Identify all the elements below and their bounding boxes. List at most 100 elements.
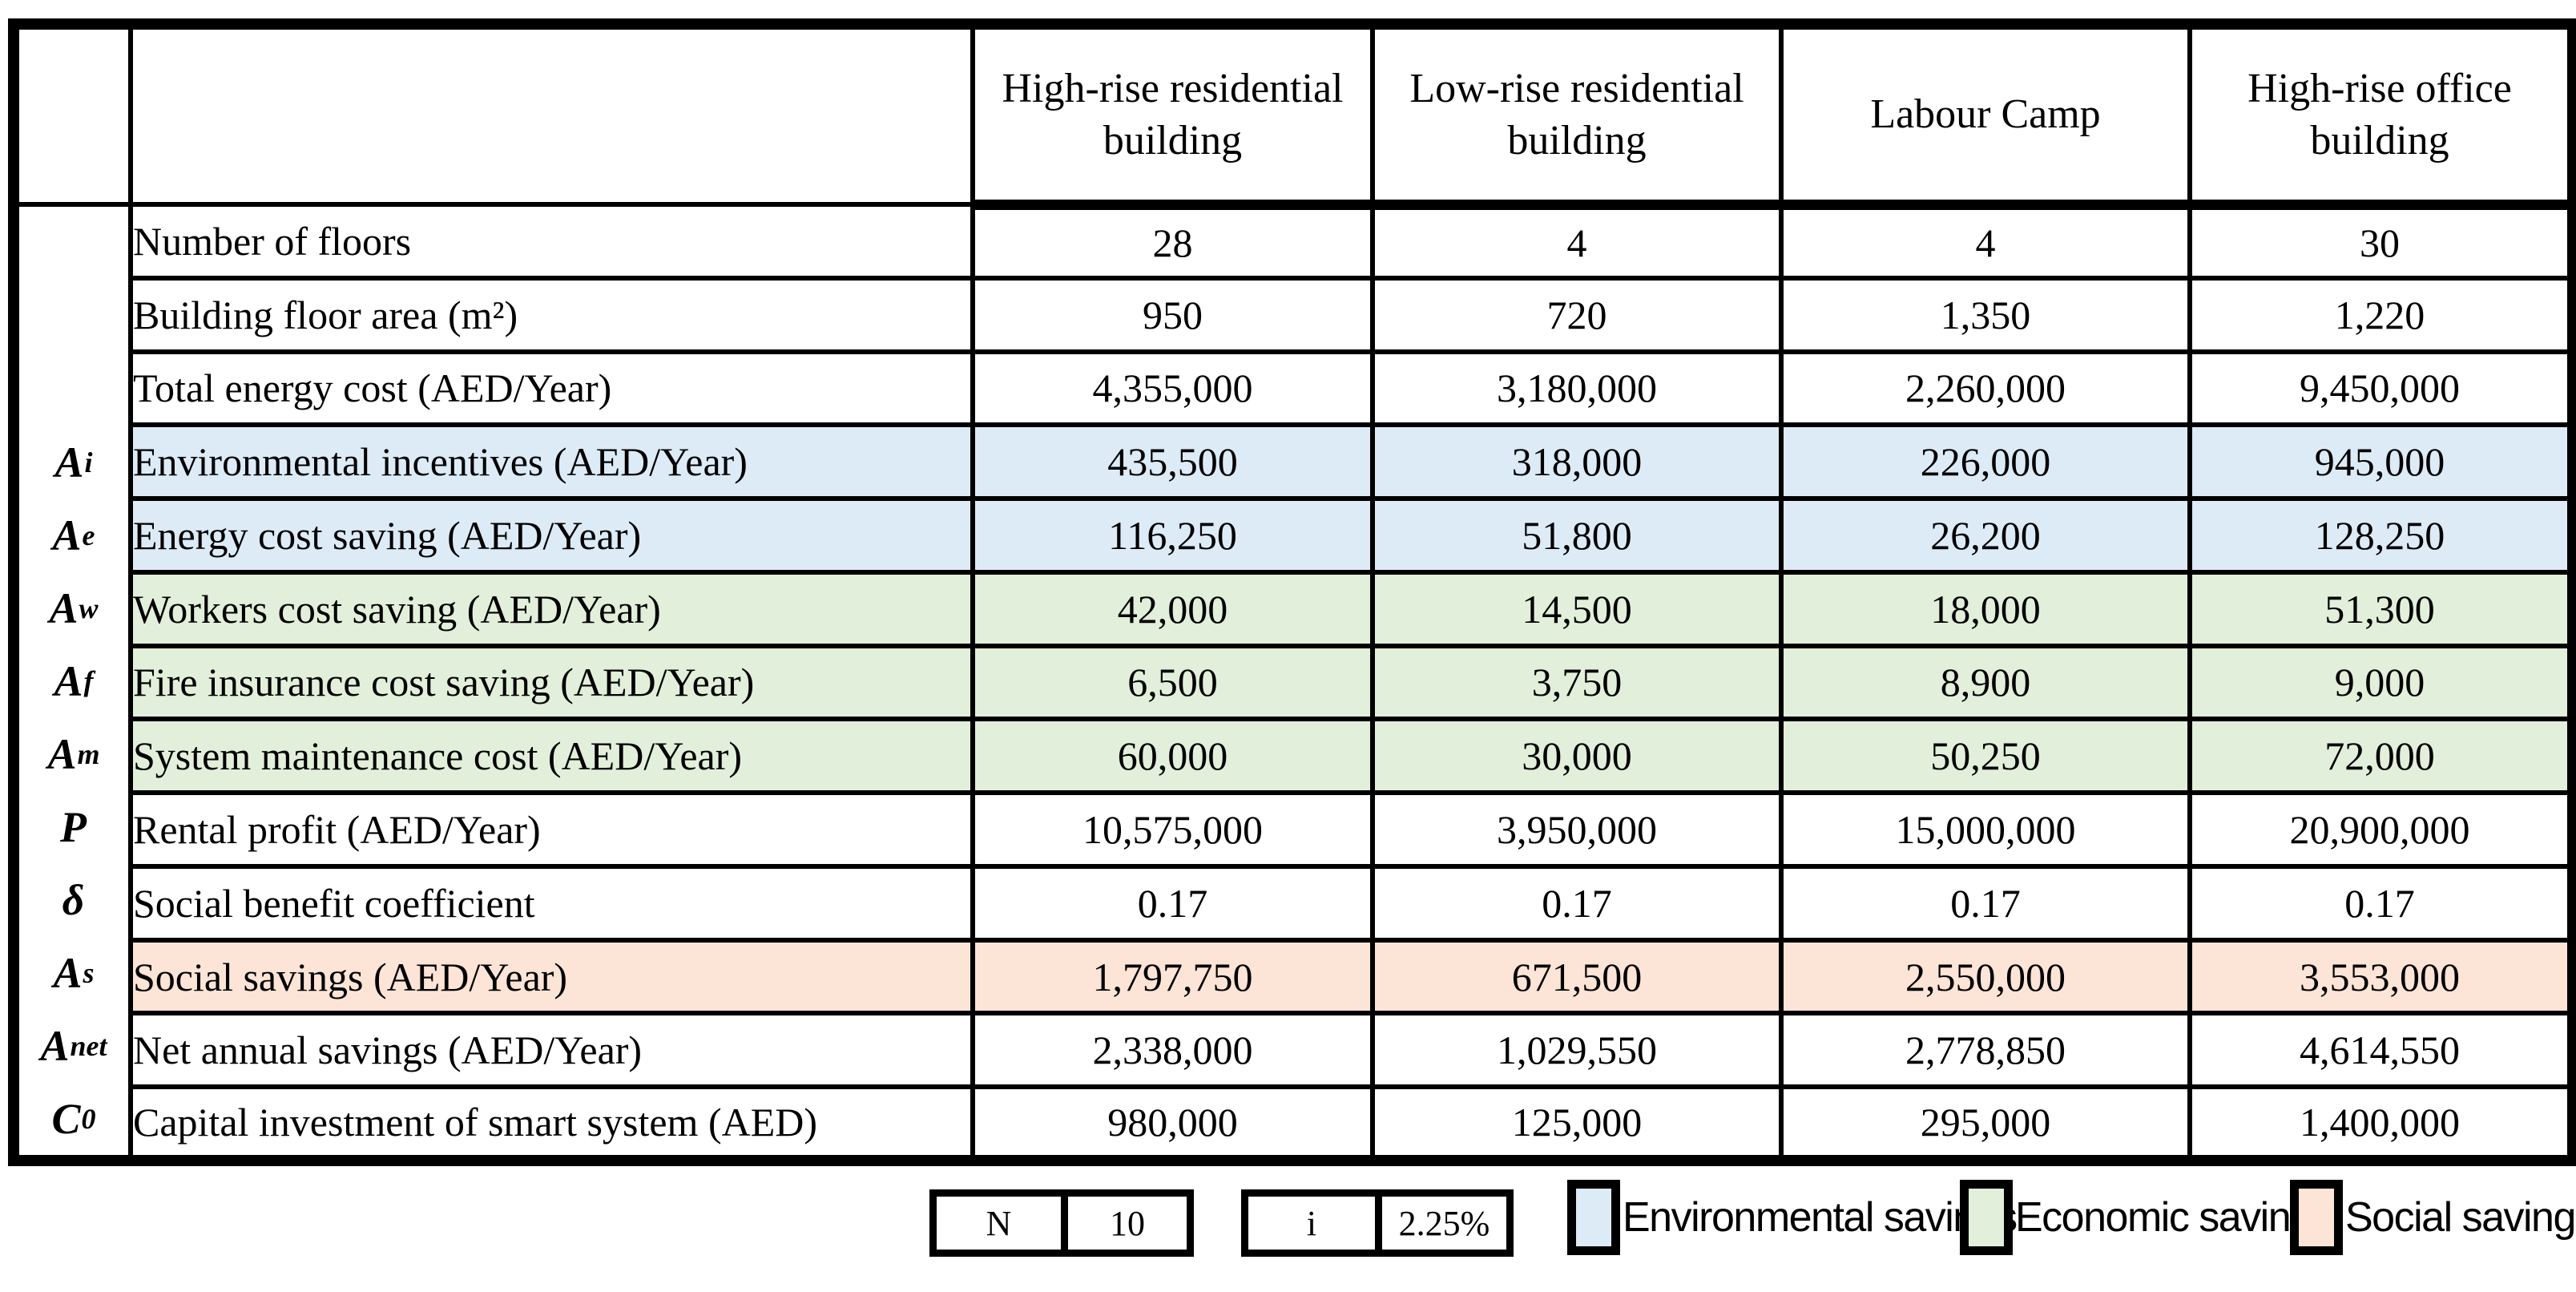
cell-value: 295,000 bbox=[1779, 1084, 2192, 1163]
cell-value: 14,500 bbox=[1370, 569, 1784, 648]
row-symbol: δ bbox=[62, 875, 85, 924]
legend-label: Social savings bbox=[2345, 1194, 2576, 1241]
param-n-label: N bbox=[986, 1203, 1012, 1243]
cell-value: 980,000 bbox=[970, 1084, 1375, 1163]
social-swatch bbox=[2290, 1180, 2343, 1255]
cell-value: 30,000 bbox=[1370, 717, 1784, 796]
cell-value: 720 bbox=[1370, 275, 1784, 354]
row-symbol: P bbox=[60, 802, 87, 851]
cell-value: 3,750 bbox=[1370, 643, 1784, 722]
cell-value: 950 bbox=[970, 275, 1375, 354]
cell-value: 28 bbox=[970, 202, 1375, 281]
row-symbol bbox=[19, 353, 126, 426]
cell-value: 116,250 bbox=[970, 496, 1375, 575]
cell-value: 3,553,000 bbox=[2187, 937, 2575, 1016]
row-label: Workers cost saving (AED/Year) bbox=[128, 569, 975, 648]
cell-value: 1,797,750 bbox=[970, 937, 1375, 1016]
column-header-highrise-office: High-rise office building bbox=[2187, 22, 2575, 210]
cell-value: 72,000 bbox=[2187, 717, 2575, 796]
table-row: Net annual savings (AED/Year) 2,338,000 … bbox=[14, 1011, 2575, 1090]
cell-value: 4 bbox=[1370, 202, 1784, 281]
row-label: Building floor area (m²) bbox=[128, 275, 975, 354]
cell-value: 0.17 bbox=[970, 863, 1375, 943]
cell-value: 0.17 bbox=[1779, 863, 2192, 943]
legend-item-social: Social savings bbox=[2290, 1178, 2576, 1257]
cell-value: 50,250 bbox=[1779, 717, 2192, 796]
cell-value: 2,550,000 bbox=[1779, 937, 2192, 1016]
cell-value: 4 bbox=[1779, 202, 2192, 281]
cell-value: 26,200 bbox=[1779, 496, 2192, 575]
environmental-swatch bbox=[1567, 1180, 1620, 1255]
row-symbol bbox=[19, 209, 126, 280]
row-label: Social benefit coefficient bbox=[128, 863, 975, 943]
table-row-economic: Workers cost saving (AED/Year) 42,000 14… bbox=[14, 569, 2575, 648]
row-label: Total energy cost (AED/Year) bbox=[128, 349, 975, 428]
cell-value: 1,220 bbox=[2187, 275, 2575, 354]
cell-value: 671,500 bbox=[1370, 937, 1784, 1016]
row-label: Number of floors bbox=[128, 202, 975, 281]
cell-value: 945,000 bbox=[2187, 422, 2575, 502]
table-row: Total energy cost (AED/Year) 4,355,000 3… bbox=[14, 349, 2575, 428]
column-header-labour-camp: Labour Camp bbox=[1779, 22, 2192, 210]
cell-value: 318,000 bbox=[1370, 422, 1784, 502]
cell-value: 2,778,850 bbox=[1779, 1011, 2192, 1090]
legend-label: Economic savings bbox=[2015, 1194, 2333, 1241]
row-label: Capital investment of smart system (AED) bbox=[128, 1084, 975, 1163]
table-row-environmental: Energy cost saving (AED/Year) 116,250 51… bbox=[14, 496, 2575, 575]
row-label: System maintenance cost (AED/Year) bbox=[128, 717, 975, 796]
param-i-value: 2.25% bbox=[1375, 1197, 1506, 1250]
cell-value: 3,180,000 bbox=[1370, 349, 1784, 428]
cell-value: 9,450,000 bbox=[2187, 349, 2575, 428]
cell-value: 2,260,000 bbox=[1779, 349, 2192, 428]
cell-value: 6,500 bbox=[970, 643, 1375, 722]
cell-value: 435,500 bbox=[970, 422, 1375, 502]
table-row: Rental profit (AED/Year) 10,575,000 3,95… bbox=[14, 790, 2575, 869]
table-row: Social benefit coefficient 0.17 0.17 0.1… bbox=[14, 863, 2575, 943]
param-box-period: N 10 bbox=[929, 1189, 1194, 1257]
cell-value: 1,029,550 bbox=[1370, 1011, 1784, 1090]
row-label: Rental profit (AED/Year) bbox=[128, 790, 975, 869]
cell-value: 51,800 bbox=[1370, 496, 1784, 575]
column-header-highrise-residential: High-rise residential building bbox=[970, 22, 1375, 210]
cell-value: 1,350 bbox=[1779, 275, 2192, 354]
table-row-social: Social savings (AED/Year) 1,797,750 671,… bbox=[14, 937, 2575, 1016]
cell-value: 2,338,000 bbox=[970, 1011, 1375, 1090]
param-n-value: 10 bbox=[1061, 1197, 1187, 1250]
row-label: Social savings (AED/Year) bbox=[128, 937, 975, 1016]
param-box-interest: i 2.25% bbox=[1241, 1189, 1514, 1257]
table-row: Capital investment of smart system (AED)… bbox=[14, 1084, 2575, 1163]
cell-value: 4,614,550 bbox=[2187, 1011, 2575, 1090]
corner-cell-symbol bbox=[11, 22, 133, 207]
cell-value: 42,000 bbox=[970, 569, 1375, 648]
header-row: High-rise residential building Low-rise … bbox=[11, 22, 2575, 210]
data-table: High-rise residential building Low-rise … bbox=[8, 18, 2576, 1166]
row-label: Energy cost saving (AED/Year) bbox=[128, 496, 975, 575]
cell-value: 128,250 bbox=[2187, 496, 2575, 575]
row-label: Environmental incentives (AED/Year) bbox=[128, 422, 975, 502]
row-label: Net annual savings (AED/Year) bbox=[128, 1011, 975, 1090]
cell-value: 18,000 bbox=[1779, 569, 2192, 648]
table-row-economic: System maintenance cost (AED/Year) 60,00… bbox=[14, 717, 2575, 796]
cell-value: 8,900 bbox=[1779, 643, 2192, 722]
cell-value: 30 bbox=[2187, 202, 2575, 281]
table-row-environmental: Environmental incentives (AED/Year) 435,… bbox=[14, 422, 2575, 502]
row-label: Fire insurance cost saving (AED/Year) bbox=[128, 643, 975, 722]
cell-value: 15,000,000 bbox=[1779, 790, 2192, 869]
cell-value: 51,300 bbox=[2187, 569, 2575, 648]
cell-value: 60,000 bbox=[970, 717, 1375, 796]
table-row-economic: Fire insurance cost saving (AED/Year) 6,… bbox=[14, 643, 2575, 722]
param-i-label: i bbox=[1306, 1203, 1317, 1243]
cell-value: 10,575,000 bbox=[970, 790, 1375, 869]
